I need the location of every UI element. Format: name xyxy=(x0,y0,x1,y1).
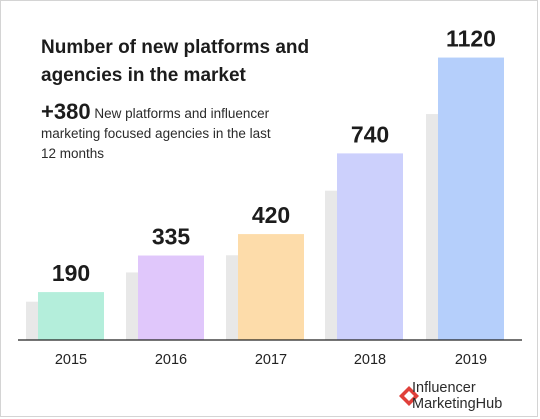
highlight-note: +380 New platforms and influencer market… xyxy=(41,101,281,164)
bar-2019 xyxy=(438,57,504,340)
chart-title: Number of new platforms and agencies in … xyxy=(41,37,310,86)
value-label-2019: 1120 xyxy=(446,26,496,52)
highlight-text: New platforms and influencer marketing f… xyxy=(41,106,271,161)
value-label-2018: 740 xyxy=(351,121,389,147)
bar-2015 xyxy=(38,292,104,340)
value-label-2017: 420 xyxy=(252,202,290,228)
bars xyxy=(38,57,504,340)
x-tick-2019: 2019 xyxy=(455,352,487,368)
x-tick-2017: 2017 xyxy=(255,352,287,368)
x-tick-2015: 2015 xyxy=(55,352,87,368)
bar-2017 xyxy=(238,234,304,340)
value-labels: 190 335 420 740 1120 xyxy=(52,26,496,287)
value-label-2015: 190 xyxy=(52,260,90,286)
influencer-marketing-hub-logo-icon xyxy=(399,386,419,406)
x-tick-2018: 2018 xyxy=(354,352,386,368)
bar-2018 xyxy=(337,153,403,340)
value-label-2016: 335 xyxy=(152,224,191,250)
x-tick-2016: 2016 xyxy=(155,352,187,368)
bar-2016 xyxy=(138,255,204,340)
highlight-value: +380 xyxy=(41,99,91,124)
x-tick-labels: 2015 2016 2017 2018 2019 xyxy=(55,352,487,368)
influencer-marketing-hub-logo: Influencer MarketingHub xyxy=(397,378,537,416)
brand-name: Influencer MarketingHub xyxy=(412,380,503,412)
